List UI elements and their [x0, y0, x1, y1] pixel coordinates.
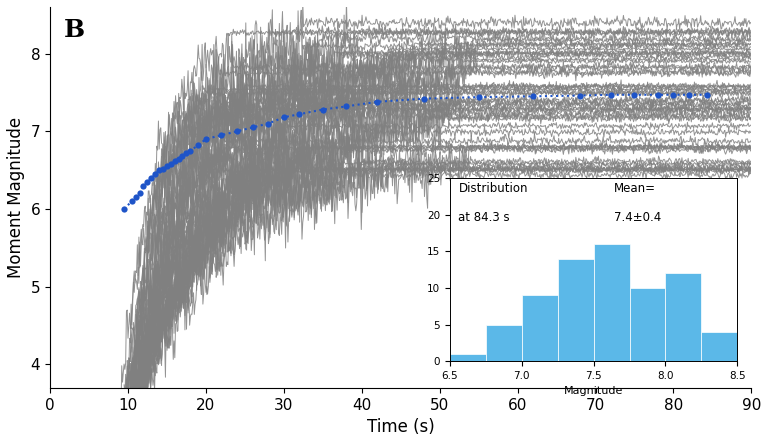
Y-axis label: Moment Magnitude: Moment Magnitude — [7, 117, 25, 278]
X-axis label: Time (s): Time (s) — [367, 418, 435, 436]
Text: B: B — [64, 18, 85, 43]
